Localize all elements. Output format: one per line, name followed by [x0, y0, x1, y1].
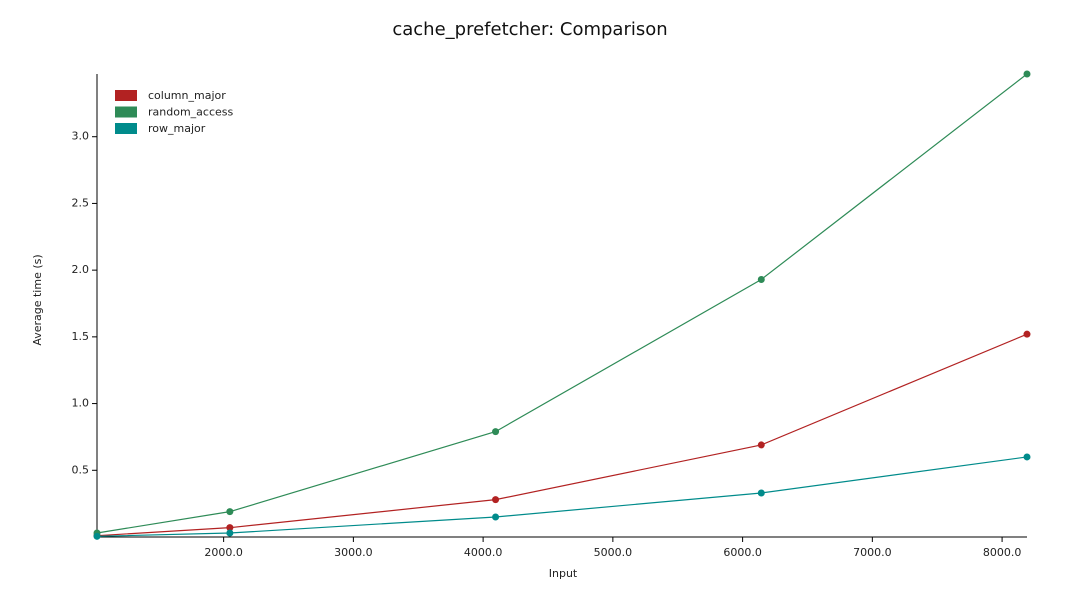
data-point — [492, 428, 500, 436]
chart-title: cache_prefetcher: Comparison — [392, 19, 667, 40]
data-point — [757, 489, 765, 497]
y-axis-label: Average time (s) — [31, 254, 44, 345]
data-point — [492, 496, 500, 504]
data-point — [1023, 453, 1031, 461]
x-tick-label: 2000.0 — [204, 546, 243, 559]
legend-swatch — [115, 106, 137, 118]
data-point — [226, 508, 234, 516]
data-point — [226, 524, 234, 532]
x-tick-label: 3000.0 — [334, 546, 373, 559]
data-point — [757, 275, 765, 283]
legend-label: column_major — [148, 89, 226, 102]
x-tick-label: 6000.0 — [723, 546, 762, 559]
data-point — [492, 513, 500, 521]
legend-swatch — [115, 90, 137, 101]
data-point — [226, 529, 234, 537]
legend-swatch — [115, 123, 137, 134]
data-point — [757, 441, 765, 449]
data-point — [93, 532, 101, 540]
legend-label: random_access — [148, 106, 233, 119]
y-tick-label: 2.0 — [72, 263, 90, 276]
data-point — [1023, 70, 1031, 78]
y-tick-label: 2.5 — [72, 196, 90, 209]
y-tick-label: 1.5 — [72, 330, 90, 343]
x-tick-label: 4000.0 — [464, 546, 503, 559]
legend-label: row_major — [148, 122, 206, 135]
y-tick-label: 0.5 — [72, 463, 90, 476]
x-axis-label: Input — [549, 567, 578, 580]
y-tick-label: 3.0 — [72, 130, 90, 143]
x-tick-label: 5000.0 — [594, 546, 633, 559]
series-line — [96, 73, 1028, 534]
series-line — [96, 456, 1028, 537]
y-tick-label: 1.0 — [72, 397, 90, 410]
x-tick-label: 8000.0 — [983, 546, 1022, 559]
series-line — [96, 333, 1028, 537]
x-tick-label: 7000.0 — [853, 546, 892, 559]
data-point — [1023, 330, 1031, 338]
